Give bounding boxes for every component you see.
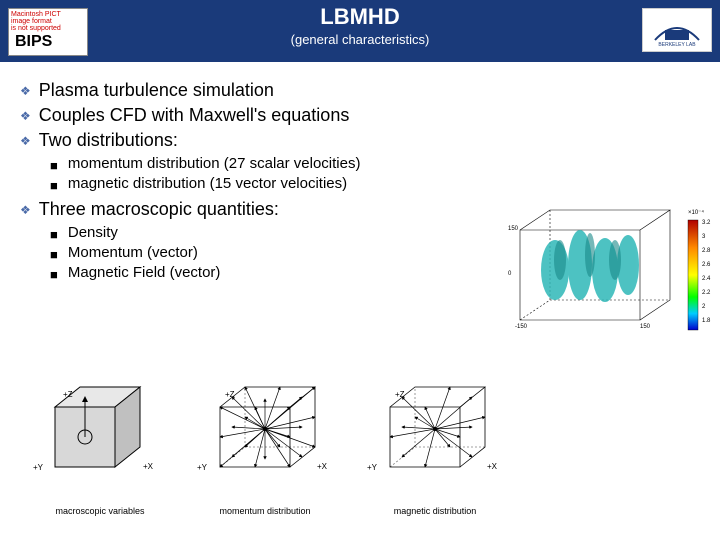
lab-logo: BERKELEY LAB bbox=[642, 8, 712, 52]
square-bullet-icon: ■ bbox=[50, 158, 58, 173]
square-bullet-icon: ■ bbox=[50, 247, 58, 262]
square-bullet-icon: ■ bbox=[50, 178, 58, 193]
axis-x-label: +X bbox=[487, 462, 498, 471]
slide-header: Macintosh PICT image format is not suppo… bbox=[0, 0, 720, 62]
slide-title: LBMHD bbox=[0, 4, 720, 30]
figure-caption: momentum distribution bbox=[180, 506, 350, 516]
figure-magnetic: +Z +Y +X magnetic distribution bbox=[350, 367, 520, 532]
figure-momentum: +Z +Y +X momentum distribution bbox=[180, 367, 350, 532]
svg-text:0: 0 bbox=[508, 271, 512, 277]
figure-macroscopic: +Z +Y +X macroscopic variables bbox=[20, 367, 180, 532]
svg-text:2.6: 2.6 bbox=[702, 262, 711, 268]
sub-bullet-text: magnetic distribution (15 vector velocit… bbox=[68, 175, 347, 192]
cube-momentum-icon: +Z +Y +X bbox=[185, 367, 345, 497]
svg-text:2.8: 2.8 bbox=[702, 248, 711, 254]
svg-text:150: 150 bbox=[508, 226, 519, 232]
svg-text:150: 150 bbox=[640, 324, 651, 330]
axis-y-label: +Y bbox=[33, 463, 44, 472]
svg-text:-150: -150 bbox=[515, 324, 528, 330]
bullet-text: Plasma turbulence simulation bbox=[39, 80, 274, 101]
axis-z-label: +Z bbox=[225, 390, 235, 399]
diamond-bullet-icon: ❖ bbox=[20, 84, 31, 98]
svg-text:2.4: 2.4 bbox=[702, 276, 711, 282]
svg-text:3.2: 3.2 bbox=[702, 220, 711, 226]
square-bullet-icon: ■ bbox=[50, 227, 58, 242]
svg-text:3: 3 bbox=[702, 234, 706, 240]
svg-text:2.2: 2.2 bbox=[702, 290, 711, 296]
colorbar-exp: ×10⁻⁴ bbox=[688, 209, 704, 216]
axis-z-label: +Z bbox=[63, 390, 73, 399]
diamond-bullet-icon: ❖ bbox=[20, 109, 31, 123]
svg-text:1.8: 1.8 bbox=[702, 318, 711, 324]
figure-caption: macroscopic variables bbox=[20, 506, 180, 516]
figure-caption: magnetic distribution bbox=[350, 506, 520, 516]
sub-bullet-text: Density bbox=[68, 224, 118, 241]
axis-y-label: +Y bbox=[197, 463, 208, 472]
square-bullet-icon: ■ bbox=[50, 267, 58, 282]
svg-text:2: 2 bbox=[702, 304, 706, 310]
axis-y-label: +Y bbox=[367, 463, 378, 472]
sub-bullet-row: ■ magnetic distribution (15 vector veloc… bbox=[20, 175, 700, 193]
sub-bullet-row: ■ momentum distribution (27 scalar veloc… bbox=[20, 155, 700, 173]
title-block: LBMHD (general characteristics) bbox=[0, 4, 720, 47]
axis-z-label: +Z bbox=[395, 390, 405, 399]
cube-macroscopic-icon: +Z +Y +X bbox=[25, 367, 175, 497]
bullet-text: Two distributions: bbox=[39, 130, 178, 151]
bullet-text: Three macroscopic quantities: bbox=[39, 199, 279, 220]
bullet-row: ❖ Couples CFD with Maxwell's equations bbox=[20, 105, 700, 126]
bullet-row: ❖ Plasma turbulence simulation bbox=[20, 80, 700, 101]
axis-x-label: +X bbox=[143, 462, 154, 471]
sub-bullet-text: Momentum (vector) bbox=[68, 244, 198, 261]
slide-subtitle: (general characteristics) bbox=[0, 32, 720, 47]
cube-magnetic-icon: +Z +Y +X bbox=[355, 367, 515, 497]
axis-x-label: +X bbox=[317, 462, 328, 471]
diamond-bullet-icon: ❖ bbox=[20, 203, 31, 217]
bullet-text: Couples CFD with Maxwell's equations bbox=[39, 105, 350, 126]
berkeley-lab-icon: BERKELEY LAB bbox=[647, 12, 707, 48]
simulation-render: -150 150 150 0 ×10⁻⁴ 3.2 3 2.8 2.6 2.4 2… bbox=[500, 200, 720, 360]
sub-bullet-text: momentum distribution (27 scalar velocit… bbox=[68, 155, 361, 172]
figure-row: +Z +Y +X macroscopic variables bbox=[20, 367, 700, 532]
logo-text: BERKELEY LAB bbox=[658, 42, 696, 48]
diamond-bullet-icon: ❖ bbox=[20, 134, 31, 148]
sub-bullet-text: Magnetic Field (vector) bbox=[68, 264, 221, 281]
bullet-row: ❖ Two distributions: bbox=[20, 130, 700, 151]
